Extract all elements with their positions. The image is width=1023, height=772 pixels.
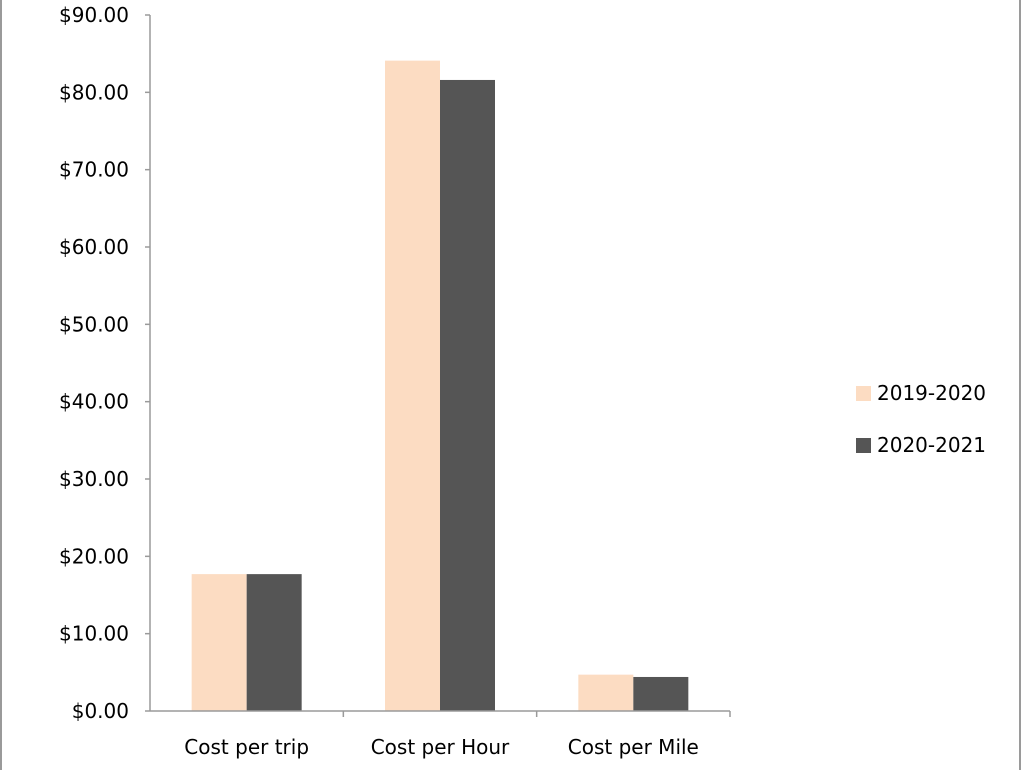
- legend-label-series-0: 2019-2020: [877, 381, 987, 405]
- y-tick-label: $90.00: [59, 3, 129, 27]
- legend-label-series-1: 2020-2021: [877, 433, 987, 457]
- y-tick-label: $0.00: [72, 699, 129, 723]
- legend-swatch-series-0: [856, 385, 871, 401]
- y-tick-label: $40.00: [59, 390, 129, 414]
- bars: [191, 60, 689, 712]
- legend: 2019-2020 2020-2021: [856, 378, 986, 482]
- y-tick-label: $50.00: [59, 312, 129, 336]
- legend-item-series-1: 2020-2021: [856, 430, 986, 460]
- bar-series-0: [578, 674, 634, 711]
- bar-series-1: [440, 79, 495, 711]
- y-axis: $0.00 $10.00 $20.00 $30.00 $40.00 $50.00 $60.0…: [59, 3, 151, 723]
- y-tick-label: $30.00: [59, 467, 129, 491]
- bar-series-1: [246, 574, 302, 711]
- y-tick-label: $20.00: [59, 544, 129, 568]
- legend-swatch-series-1: [856, 437, 871, 453]
- y-tick-label: $70.00: [59, 158, 129, 182]
- y-tick-label: $60.00: [59, 235, 129, 259]
- x-axis: Cost per trip Cost per Hour Cost per Mile: [150, 710, 731, 759]
- bar-series-1: [633, 676, 689, 711]
- x-tick-label: Cost per Mile: [568, 735, 699, 759]
- x-tick-label: Cost per Hour: [371, 735, 510, 759]
- x-tick-label: Cost per trip: [184, 735, 309, 759]
- y-tick-label: $80.00: [59, 80, 129, 104]
- y-tick-label: $10.00: [59, 622, 129, 646]
- bar-series-0: [385, 60, 440, 712]
- bar-series-0: [191, 574, 247, 711]
- legend-item-series-0: 2019-2020: [856, 378, 986, 408]
